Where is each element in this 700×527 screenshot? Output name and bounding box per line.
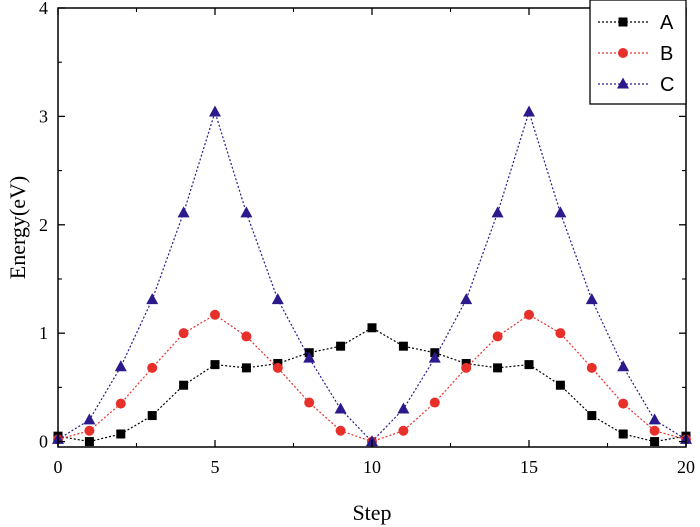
axes-layer: 0 5 10 15 20 0 1 2 3 4 bbox=[39, 0, 695, 477]
y-tick-label: 2 bbox=[39, 215, 48, 235]
series-line-b bbox=[57, 314, 687, 443]
x-axis-title: Step bbox=[352, 500, 391, 525]
data-point-c bbox=[240, 206, 253, 218]
data-point-b bbox=[555, 328, 566, 339]
series-c bbox=[52, 105, 692, 447]
data-point-c bbox=[209, 105, 221, 117]
data-point-b bbox=[147, 362, 158, 373]
data-point-b bbox=[524, 309, 534, 320]
x-tick-label: 5 bbox=[211, 457, 220, 477]
data-point-a bbox=[555, 380, 565, 390]
data-point-b bbox=[210, 309, 220, 320]
y-tick-label: 1 bbox=[39, 323, 48, 343]
plot-layer bbox=[52, 105, 692, 447]
data-point-a bbox=[650, 437, 660, 447]
data-point-b bbox=[178, 328, 189, 339]
legend-marker bbox=[617, 77, 629, 89]
data-point-c bbox=[428, 351, 441, 363]
data-point-a bbox=[336, 341, 346, 351]
data-point-c bbox=[83, 413, 96, 425]
data-point-a bbox=[84, 437, 94, 447]
data-point-b bbox=[304, 397, 315, 408]
data-point-a bbox=[241, 363, 251, 373]
legend-marker bbox=[618, 48, 628, 58]
data-point-a bbox=[493, 363, 503, 373]
data-point-c bbox=[491, 206, 504, 218]
legend-item-c: C bbox=[598, 74, 674, 96]
series-a bbox=[53, 323, 691, 447]
data-point-c bbox=[617, 360, 630, 372]
data-point-c bbox=[334, 402, 347, 414]
data-point-a bbox=[398, 341, 408, 351]
legend-item-b: B bbox=[598, 43, 673, 65]
data-point-b bbox=[272, 362, 283, 373]
series-line-a bbox=[57, 327, 687, 443]
data-point-a bbox=[179, 380, 189, 390]
data-point-c bbox=[460, 293, 473, 305]
data-point-b bbox=[586, 362, 597, 373]
data-point-b bbox=[649, 425, 660, 436]
data-point-a bbox=[147, 411, 157, 421]
legend-box bbox=[589, 0, 687, 105]
legend-label: C bbox=[660, 74, 674, 96]
x-tick-label: 15 bbox=[520, 457, 538, 477]
data-point-a bbox=[618, 429, 628, 439]
data-point-c bbox=[177, 206, 190, 218]
legend-marker bbox=[618, 17, 628, 27]
data-point-b bbox=[398, 425, 409, 436]
data-point-c bbox=[523, 105, 535, 117]
data-point-a bbox=[587, 411, 597, 421]
y-tick-label: 4 bbox=[39, 0, 48, 18]
x-tick-label: 20 bbox=[677, 457, 695, 477]
data-point-c bbox=[397, 402, 410, 414]
legend-label: A bbox=[660, 12, 674, 34]
data-point-a bbox=[116, 429, 126, 439]
y-tick-label: 0 bbox=[39, 432, 48, 452]
data-point-a bbox=[524, 360, 534, 370]
data-point-a bbox=[367, 323, 377, 333]
data-point-b bbox=[335, 425, 346, 436]
data-point-b bbox=[241, 331, 252, 342]
series-line-c bbox=[57, 110, 687, 443]
data-point-c bbox=[303, 351, 316, 363]
data-point-c bbox=[585, 293, 598, 305]
data-point-c bbox=[648, 413, 661, 425]
data-point-c bbox=[146, 293, 159, 305]
data-point-b bbox=[115, 398, 126, 409]
legend-label: B bbox=[660, 43, 673, 65]
data-point-b bbox=[461, 362, 472, 373]
data-point-b bbox=[492, 331, 503, 342]
legend: ABC bbox=[589, 0, 687, 105]
data-point-c bbox=[114, 360, 127, 372]
x-tick-label: 10 bbox=[363, 457, 381, 477]
y-axis-title: Energy(eV) bbox=[5, 176, 30, 279]
y-tick-label: 3 bbox=[39, 106, 48, 126]
data-point-b bbox=[84, 425, 95, 436]
data-point-b bbox=[429, 397, 440, 408]
x-tick-label: 0 bbox=[54, 457, 63, 477]
data-point-c bbox=[271, 293, 284, 305]
data-point-b bbox=[618, 398, 629, 409]
data-point-c bbox=[554, 206, 567, 218]
legend-item-a: A bbox=[598, 12, 674, 34]
data-point-a bbox=[210, 360, 220, 370]
